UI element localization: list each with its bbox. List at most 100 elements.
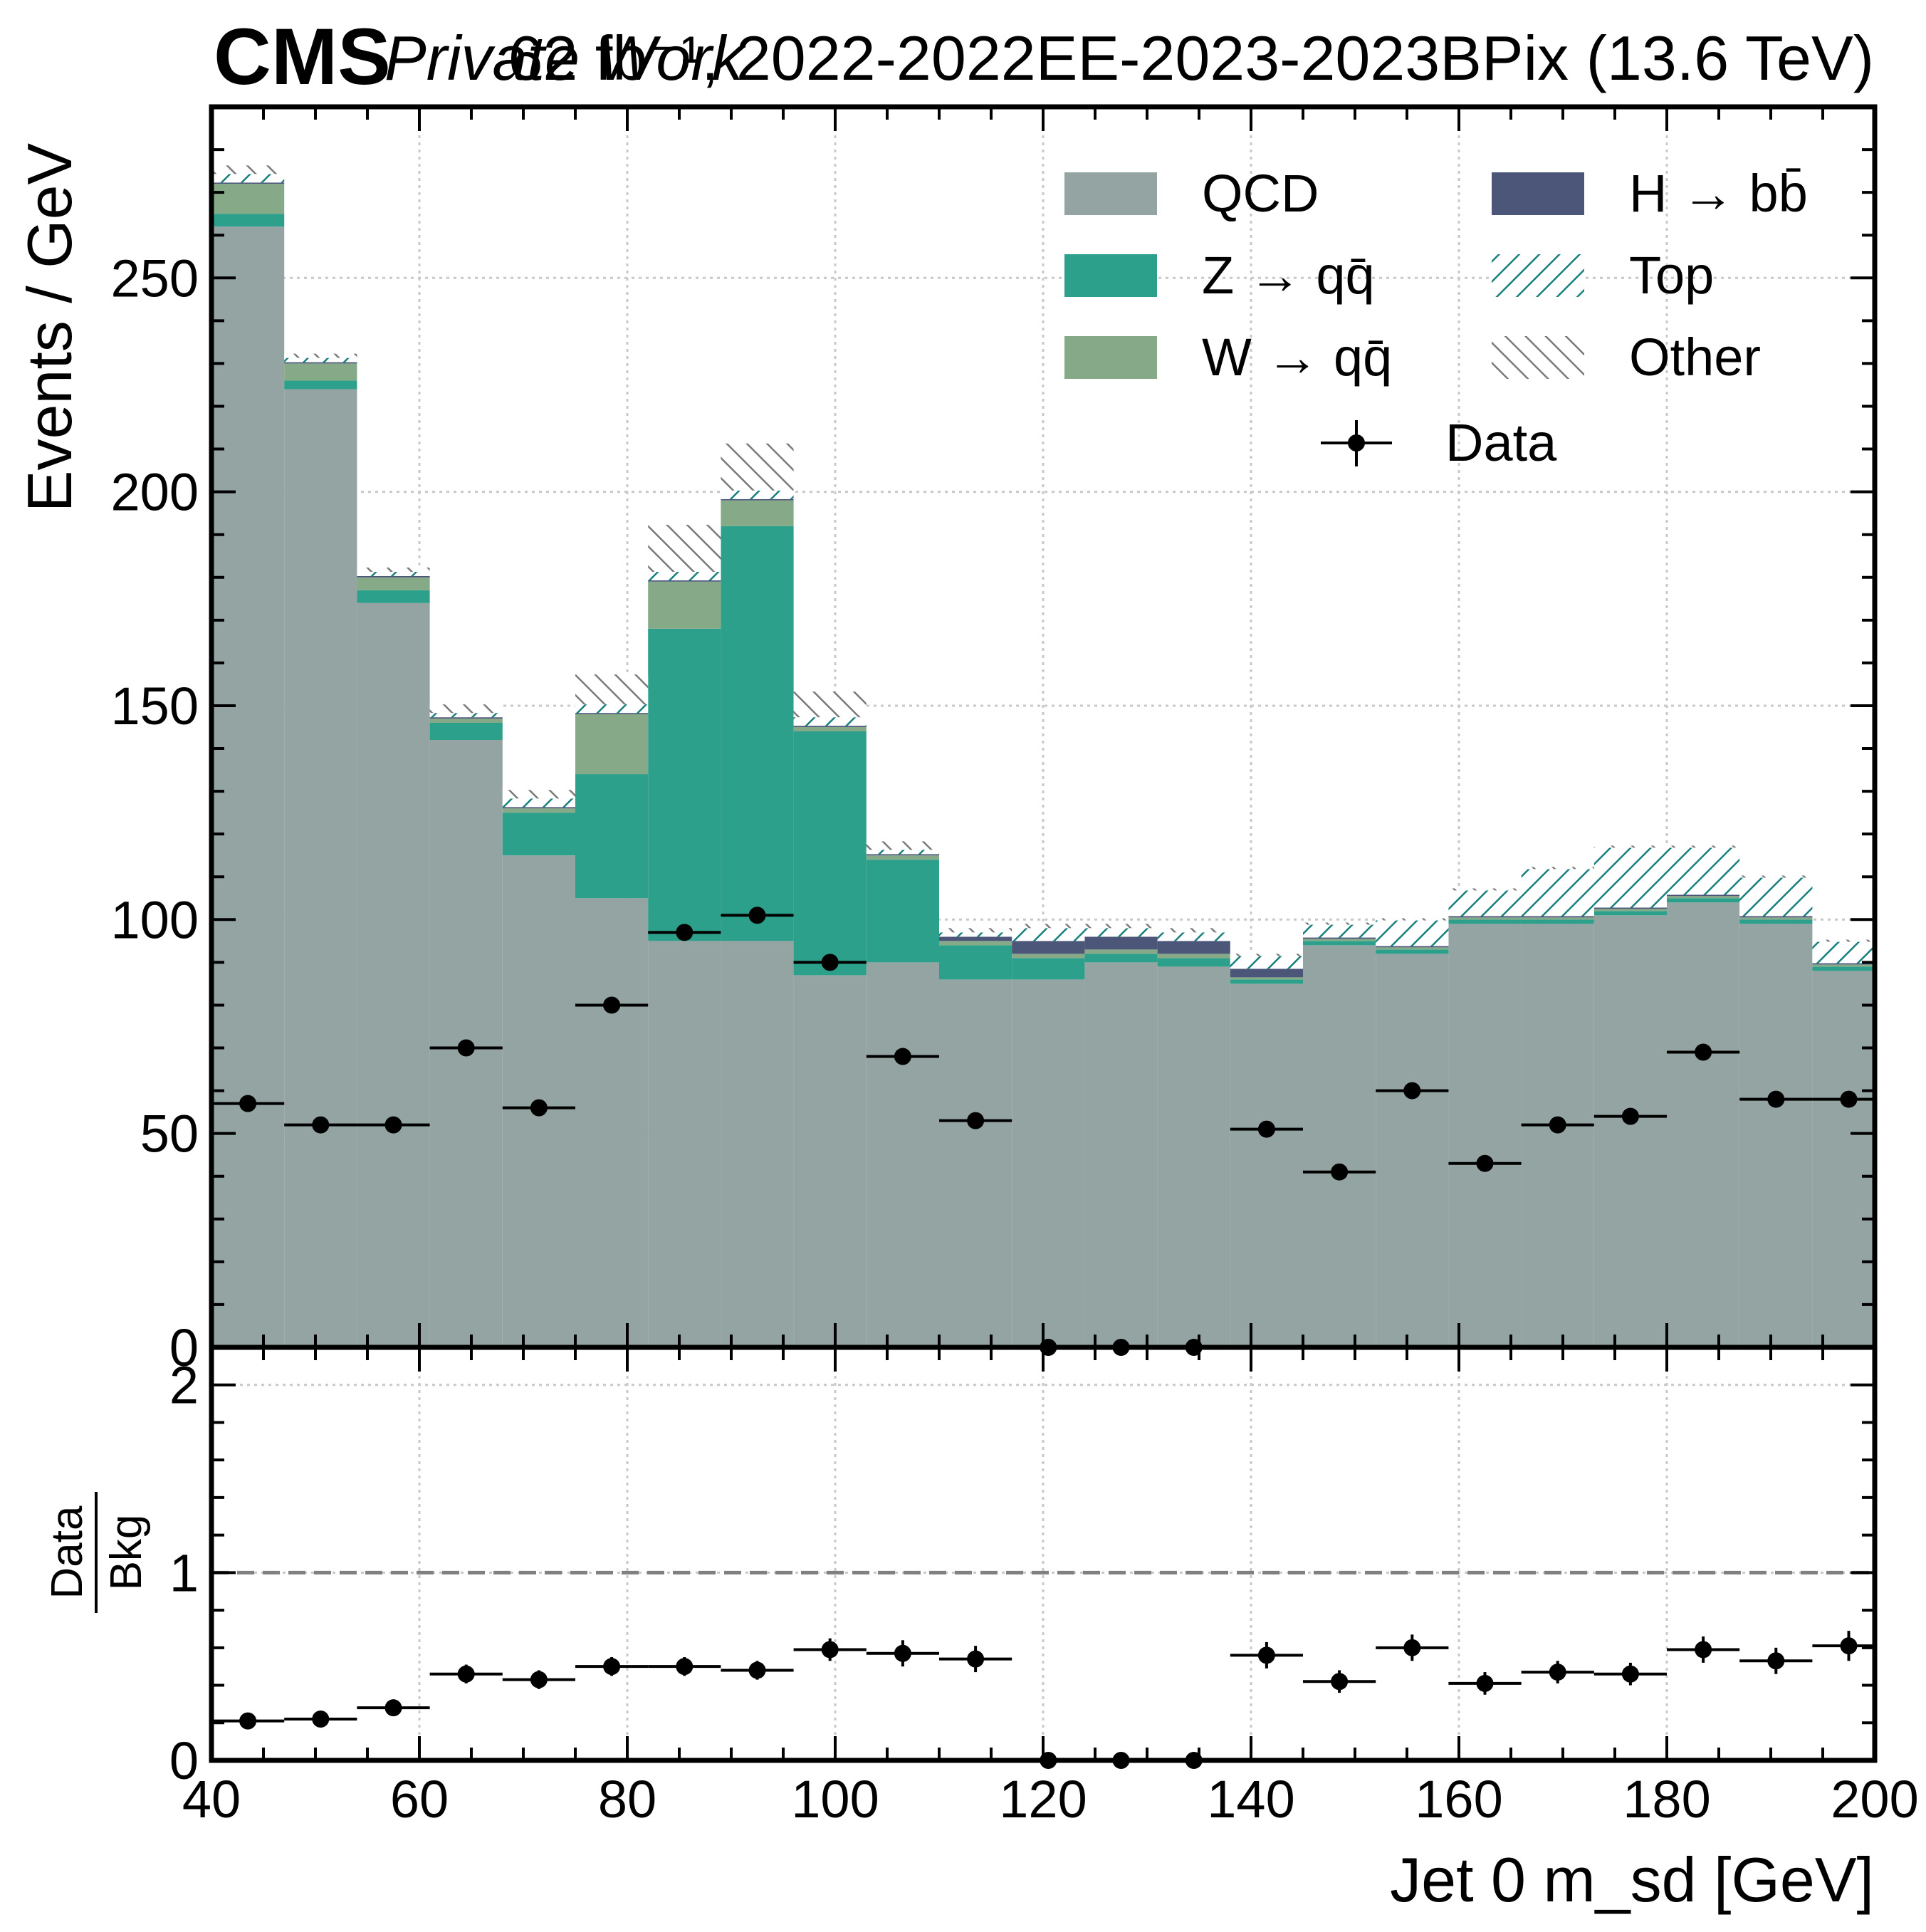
stack-bar-top_hatch xyxy=(939,932,1012,937)
stack-bar-wqq xyxy=(1521,917,1594,920)
main-y-tick-label: 250 xyxy=(111,249,199,308)
main-data-points xyxy=(211,907,1875,1356)
ratio-y-tick-label: 0 xyxy=(169,1731,199,1790)
stack-bar-zqq xyxy=(1012,958,1085,980)
stack-bar-zqq xyxy=(1084,954,1158,963)
stack-bar-zqq xyxy=(1812,966,1875,971)
stack-bar-other_hatch xyxy=(1667,845,1740,848)
main-stack xyxy=(211,165,1875,1347)
data-point xyxy=(312,1116,330,1134)
data-point xyxy=(1476,1154,1494,1172)
stack-bar-zqq xyxy=(575,774,649,899)
data-point xyxy=(1257,1120,1275,1138)
legend-label-data: Data xyxy=(1445,413,1557,472)
stack-bar-qcd xyxy=(721,941,794,1347)
stack-bar-top_hatch xyxy=(721,490,794,499)
stack-bar-hbb xyxy=(502,807,575,809)
stack-bar-top_hatch xyxy=(1084,928,1158,937)
stack-bar-top_hatch xyxy=(1157,932,1230,941)
stack-bar-hbb xyxy=(575,713,649,714)
stack-bar-top_hatch xyxy=(1303,924,1376,938)
stack-bar-qcd xyxy=(1593,915,1667,1347)
main-y-tick-label: 100 xyxy=(111,890,199,949)
stack-bar-top_hatch xyxy=(1739,877,1813,917)
x-tick-label: 120 xyxy=(999,1770,1087,1829)
stack-bar-qcd xyxy=(575,898,649,1347)
stack-bar-zqq xyxy=(1376,949,1449,954)
stack-bar-qcd xyxy=(1230,983,1303,1347)
x-tick-label: 160 xyxy=(1415,1770,1502,1829)
stack-bar-zqq xyxy=(502,813,575,856)
ratio-point xyxy=(1257,1646,1275,1664)
ratio-point xyxy=(1549,1664,1566,1681)
stack-bar-zqq xyxy=(429,722,503,741)
stack-bar-hbb xyxy=(1812,963,1875,965)
stack-bar-other_hatch xyxy=(1812,939,1875,942)
stack-bar-zqq xyxy=(1521,919,1594,924)
stack-bar-hbb xyxy=(939,936,1012,941)
data-point xyxy=(1840,1090,1858,1108)
stack-bar-other_hatch xyxy=(1012,924,1085,929)
stack-bar-qcd xyxy=(1303,945,1376,1347)
stack-bar-wqq xyxy=(793,727,867,732)
stack-bar-top_hatch xyxy=(1667,847,1740,895)
x-tick-label: 60 xyxy=(390,1770,449,1829)
stack-bar-other_hatch xyxy=(866,841,939,850)
ratio-point xyxy=(967,1650,985,1668)
stack-bar-hbb xyxy=(1593,907,1667,909)
legend-swatch-zqq xyxy=(1064,254,1157,297)
stack-bar-zqq xyxy=(793,731,867,976)
stack-bar-hbb xyxy=(1157,941,1230,954)
data-point xyxy=(676,924,694,941)
stack-bar-other_hatch xyxy=(1593,845,1667,848)
stack-bar-zqq xyxy=(866,860,939,963)
stack-bar-other_hatch xyxy=(1376,918,1449,921)
x-tick-label: 180 xyxy=(1623,1770,1710,1829)
stack-bar-qcd xyxy=(1012,979,1085,1347)
data-point xyxy=(384,1116,402,1134)
stack-bar-wqq xyxy=(721,500,794,526)
stack-bar-qcd xyxy=(1448,924,1522,1347)
stack-bar-qcd xyxy=(866,962,939,1347)
stack-bar-zqq xyxy=(1593,911,1667,916)
stack-bar-top_hatch xyxy=(575,704,649,714)
main-y-tick-label: 0 xyxy=(169,1318,199,1377)
stack-bar-wqq xyxy=(1448,917,1522,920)
stack-bar-wqq xyxy=(1084,949,1158,954)
stack-bar-other_hatch xyxy=(575,674,649,705)
stack-bar-zqq xyxy=(1448,919,1522,924)
stack-bar-top_hatch xyxy=(648,571,721,580)
private-work-label: Private Work xyxy=(384,23,746,93)
stack-bar-hbb xyxy=(1303,937,1376,939)
ratio-point xyxy=(239,1712,257,1730)
stack-bar-wqq xyxy=(1012,954,1085,959)
stack-bar-other_hatch xyxy=(1303,922,1376,925)
stack-bar-wqq xyxy=(1667,896,1740,899)
stack-bar-other_hatch xyxy=(429,704,503,714)
stack-bar-wqq xyxy=(357,577,430,590)
ratio-point xyxy=(1840,1637,1858,1655)
stack-bar-zqq xyxy=(1303,941,1376,946)
stack-bar-other_hatch xyxy=(1157,928,1230,933)
stack-bar-hbb xyxy=(1521,916,1594,918)
stack-bar-top_hatch xyxy=(1230,956,1303,969)
data-point xyxy=(821,954,839,971)
ratio-point xyxy=(1331,1673,1349,1691)
ratio-point xyxy=(894,1644,911,1662)
stack-bar-qcd xyxy=(1084,962,1158,1347)
x-tick-label: 80 xyxy=(598,1770,656,1829)
stack-bar-other_hatch xyxy=(1521,867,1594,870)
stack-bar-top_hatch xyxy=(1448,890,1522,917)
stack-bar-zqq xyxy=(211,214,285,227)
main-y-tick-label: 50 xyxy=(140,1105,199,1164)
stack-bar-qcd xyxy=(357,602,430,1347)
stack-bar-wqq xyxy=(1157,954,1230,959)
stack-bar-hbb xyxy=(1739,916,1813,918)
data-point xyxy=(530,1099,548,1117)
stack-bar-top_hatch xyxy=(357,571,430,576)
data-point xyxy=(967,1112,985,1129)
stack-bar-top_hatch xyxy=(284,357,357,362)
stack-bar-top_hatch xyxy=(211,174,285,183)
legend-label-wqq: W → qq̄ xyxy=(1202,328,1392,387)
